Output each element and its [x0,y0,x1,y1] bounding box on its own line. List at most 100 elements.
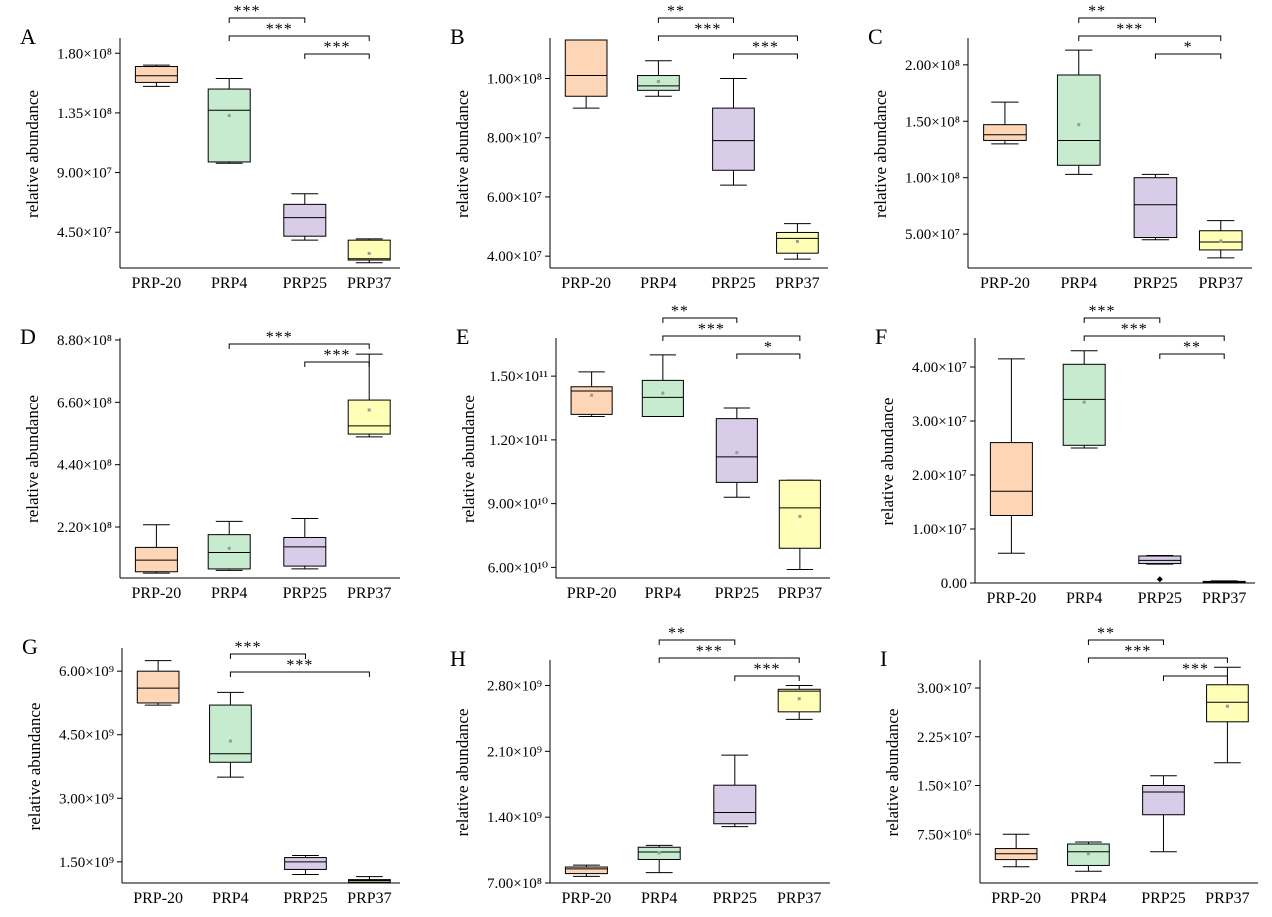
box-prp37 [778,479,821,570]
mean-marker [367,251,371,255]
significance-bracket [1159,353,1225,359]
box-prp25 [715,407,758,498]
box-iqr [283,203,327,237]
y-tick-label: 1.35×10⁸ [57,106,112,122]
y-axis-label: relative abundance [23,395,42,523]
y-tick-label: 2.80×10⁹ [487,679,542,695]
y-axis-label: relative abundance [871,90,890,218]
box-prp4 [207,77,251,164]
box-iqr [284,857,327,870]
significance-label: *** [234,3,261,20]
panel-letter: G [22,634,38,659]
panel-letter: B [450,24,465,49]
x-category-label: PRP37 [777,890,821,907]
significance-label: *** [234,639,261,656]
panel-letter: A [20,24,36,49]
box-iqr [347,239,391,261]
box-prp4 [1067,841,1110,872]
y-axis-label: relative abundance [453,709,472,837]
y-tick-label: 1.00×10⁸ [905,171,960,187]
box-iqr [1062,363,1106,446]
significance-label: * [764,339,773,356]
x-category-label: PRP4 [645,585,681,602]
y-axis-label: relative abundance [878,398,897,526]
box-prp-20 [989,358,1033,554]
significance-bracket [1162,675,1228,681]
x-category-label: PRP37 [347,585,391,602]
x-category-label: PRP-20 [567,585,617,602]
significance-label: *** [698,321,725,338]
y-axis-label: relative abundance [459,395,478,523]
x-category-label: PRP25 [1138,590,1182,607]
y-tick-label: 1.50×10¹¹ [489,369,548,385]
panel-b: B 4.00×10⁷ 6.00×10⁷ 8.00×10⁷ 1.00×10⁸ relativ… [450,3,828,292]
mean-marker [661,391,665,395]
panel-c: C 5.00×10⁷ 1.00×10⁸ 1.50×10⁸ 2.00×10⁸ relativ… [868,3,1252,292]
significance-bracket [304,361,370,367]
box-prp25 [1142,775,1185,853]
box-iqr [641,379,684,417]
panel-letter: I [880,646,887,671]
box-prp25 [1133,173,1178,241]
significance-label: *** [1182,661,1209,678]
y-tick-label: 8.00×10⁷ [487,131,542,147]
significance-label: *** [324,39,351,56]
panel-d: D 2.20×10⁸ 4.40×10⁸ 6.60×10⁸ 8.80×10⁸ relativ… [20,324,400,602]
box-iqr [1206,684,1249,723]
x-category-label: PRP37 [347,275,391,292]
y-tick-label: 1.20×10¹¹ [489,433,548,449]
mean-marker [735,451,739,455]
significance-bracket [228,343,370,349]
box-iqr [777,688,821,713]
box-iqr [347,399,391,435]
significance-bracket [657,35,798,41]
x-category-label: PRP25 [283,585,327,602]
significance-bracket [662,335,801,341]
y-tick-label: 1.50×10⁷ [917,779,972,795]
box-prp37 [776,223,819,260]
x-category-label: PRP-20 [980,275,1030,292]
box-prp4 [207,520,251,571]
significance-bracket [1083,335,1225,341]
box-iqr [136,670,180,704]
y-tick-label: 3.00×10⁷ [912,414,967,430]
significance-label: *** [324,347,351,364]
significance-bracket [229,671,370,677]
x-category-label: PRP37 [1199,275,1243,292]
panel-i: I 7.50×10⁶ 1.50×10⁷ 2.25×10⁷ 3.00×10⁷ relativ… [880,625,1258,907]
significance-bracket [1154,53,1222,59]
significance-label: *** [752,39,779,56]
box-prp37 [1198,220,1243,259]
mean-marker [590,393,594,397]
box-iqr [1138,555,1182,565]
box-iqr [1133,177,1178,239]
mean-marker [1219,239,1223,243]
x-category-label: PRP25 [713,890,757,907]
box-iqr [564,39,608,97]
panel-a: A 4.50×10⁷ 9.00×10⁷ 1.35×10⁸ 1.80×10⁸ relativ… [20,3,400,292]
significance-label: *** [1089,303,1116,320]
box-iqr [134,546,178,573]
significance-bracket [1087,639,1164,645]
significance-label: *** [694,21,721,38]
box-iqr [778,479,821,549]
box-iqr [209,704,252,763]
y-tick-label: 4.50×10⁷ [57,225,112,241]
y-tick-label: 1.50×10⁹ [59,855,114,871]
box-prp37 [1206,666,1249,764]
box-prp25 [283,193,327,241]
box-iqr [134,66,178,83]
y-axis-label: relative abundance [23,90,42,218]
box-iqr [564,866,608,875]
significance-bracket [229,653,306,659]
x-category-label: PRP-20 [991,890,1041,907]
significance-bracket [1087,657,1228,663]
y-tick-label: 2.10×10⁹ [487,744,542,760]
x-category-label: PRP4 [640,275,676,292]
y-tick-label: 1.40×10⁹ [487,810,542,826]
y-tick-label: 4.00×10⁷ [912,360,967,376]
box-iqr [713,784,757,825]
significance-bracket [658,657,800,663]
box-prp-20 [983,101,1027,145]
